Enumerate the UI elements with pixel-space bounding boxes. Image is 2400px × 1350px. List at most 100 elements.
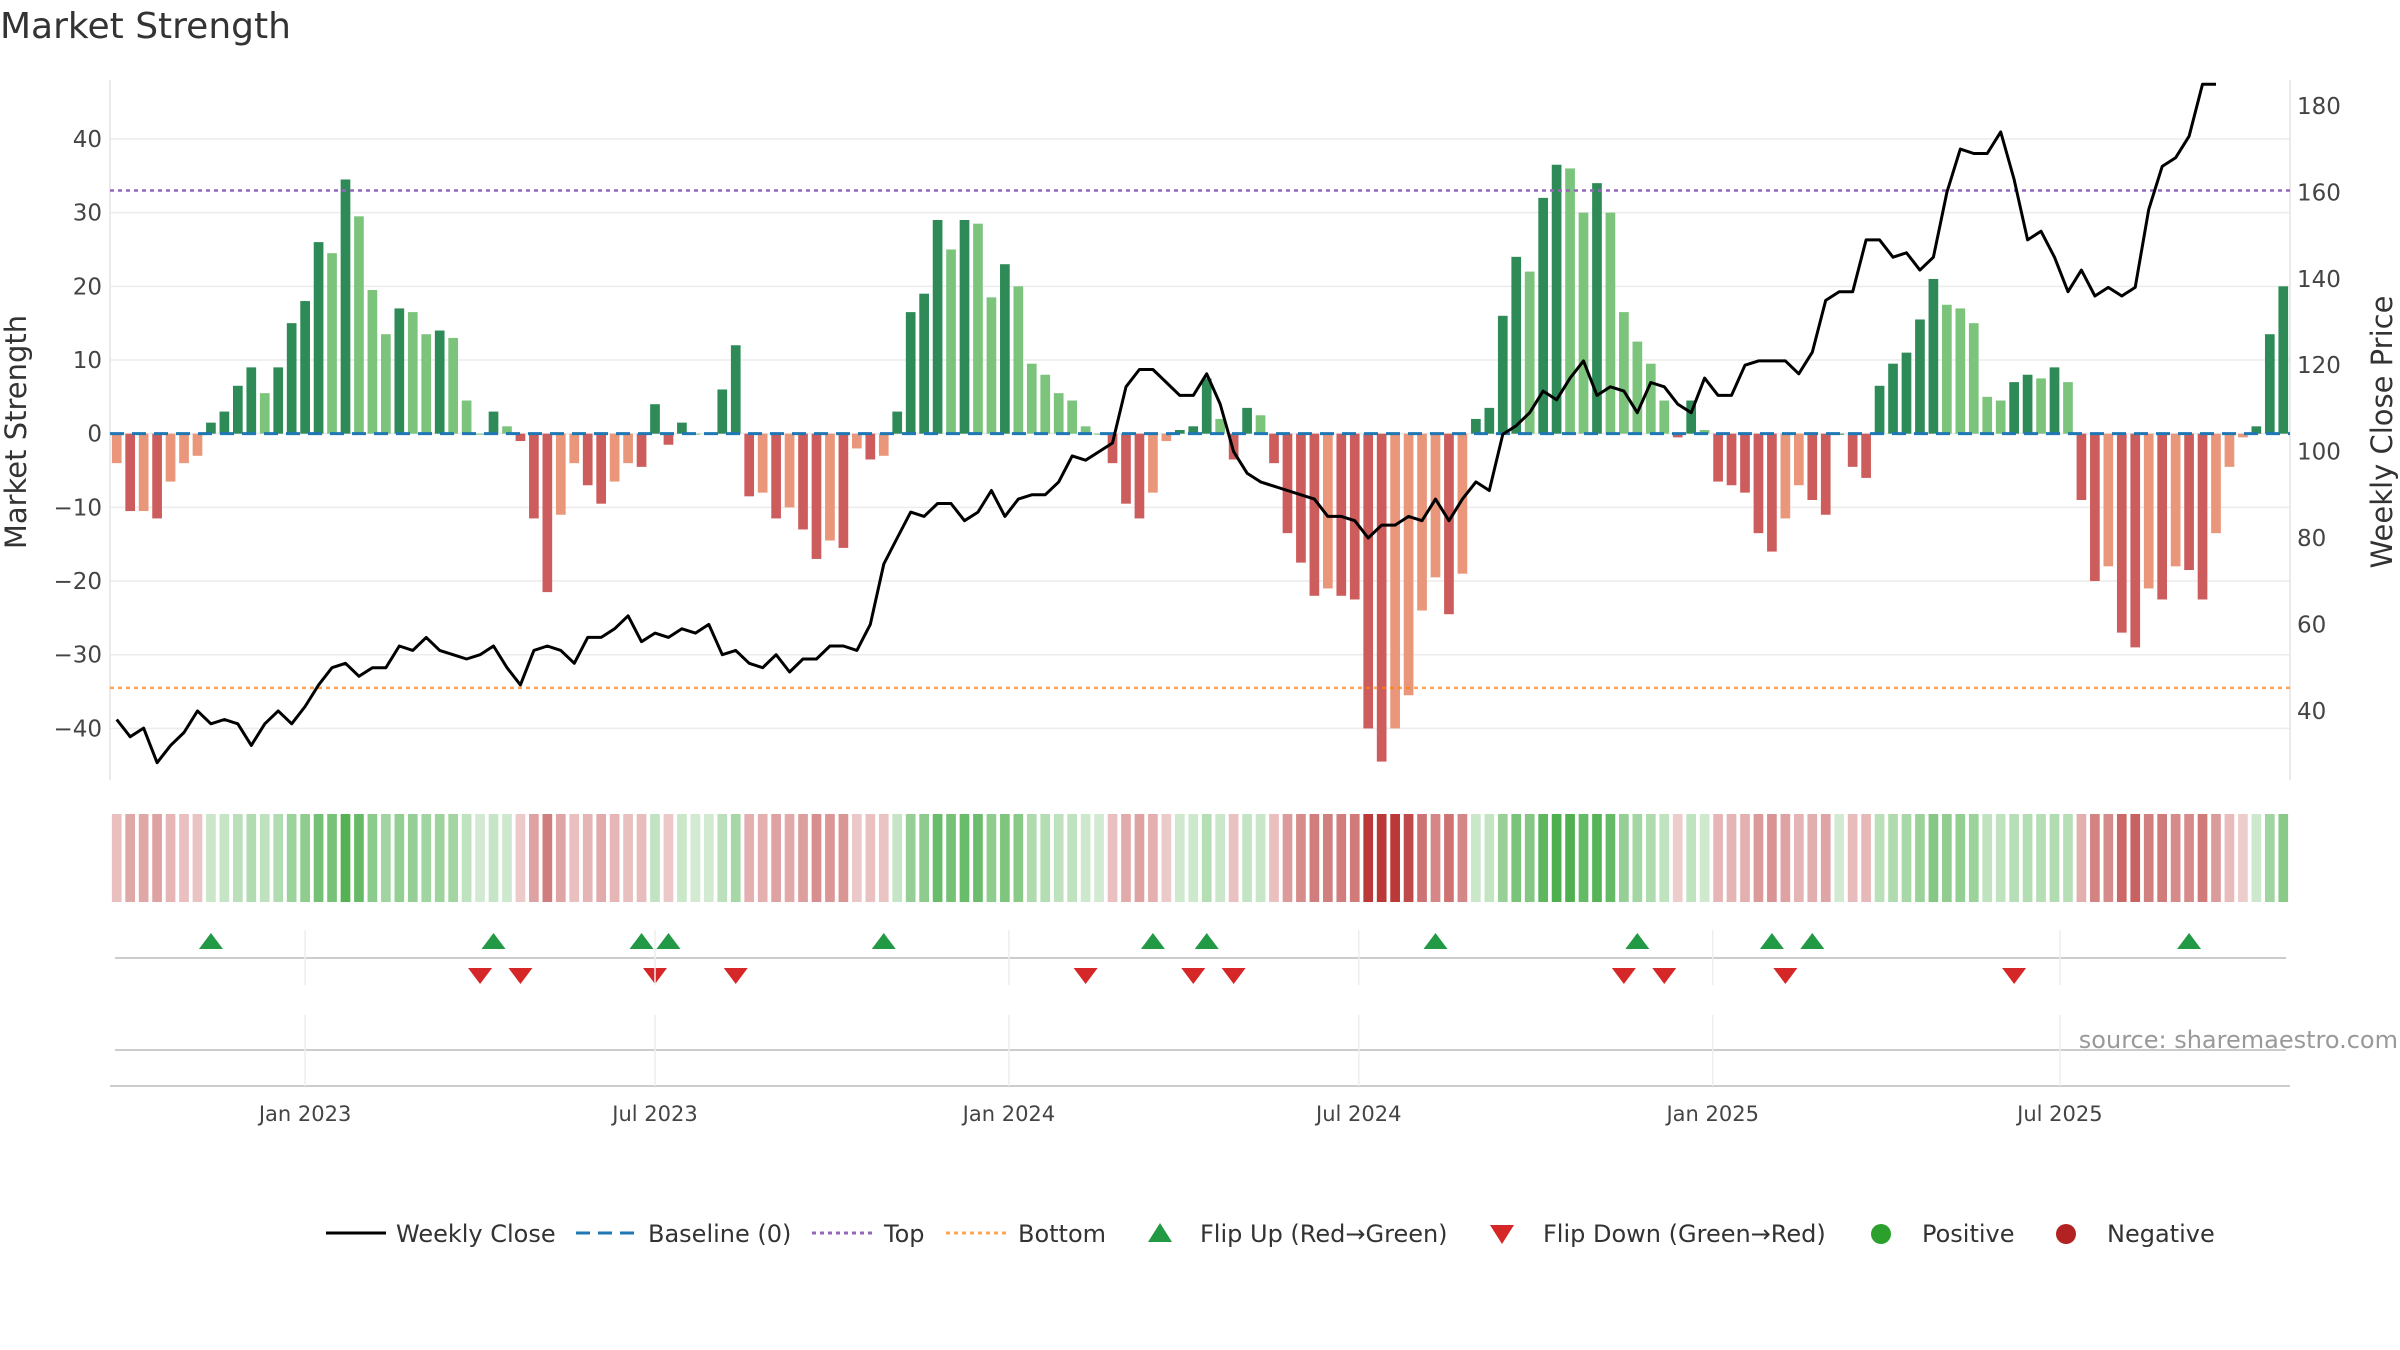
heat-cell — [340, 814, 351, 902]
strength-bar — [1672, 433, 1683, 438]
heat-cell — [2049, 814, 2060, 902]
heat-cell — [2009, 814, 2019, 902]
heat-cell — [165, 814, 176, 902]
chart-title: Market Strength — [0, 6, 291, 47]
heat-cell — [1592, 814, 1602, 902]
flip-up-marker — [1194, 933, 1219, 949]
strength-bar — [946, 249, 956, 434]
heat-cell — [475, 814, 485, 902]
heat-cell — [138, 814, 149, 902]
heat-cell — [1444, 814, 1454, 902]
strength-bar — [1861, 433, 1871, 478]
legend-flip-down: Flip Down (Green→Red) — [1543, 1220, 1826, 1248]
strength-bar — [286, 323, 297, 434]
strength-bar — [421, 334, 432, 434]
strength-bar — [717, 389, 728, 434]
flip-signal-track — [115, 930, 2286, 985]
strength-bar — [798, 433, 808, 530]
heat-cell — [1363, 814, 1374, 902]
strength-bar — [2170, 433, 2181, 567]
heat-cell — [461, 814, 472, 902]
strength-bar — [2278, 286, 2289, 434]
heat-cell — [1471, 814, 1481, 902]
heat-cell — [1928, 814, 1939, 902]
heat-cell — [2022, 814, 2033, 902]
strength-bar — [919, 293, 929, 434]
strength-bar — [1174, 430, 1185, 434]
heat-cell — [1995, 814, 2006, 902]
heat-cell — [1053, 814, 1064, 902]
strength-bar — [744, 433, 755, 497]
strength-bar — [865, 433, 876, 460]
strength-bar — [488, 411, 499, 434]
strength-bar — [1982, 396, 1993, 434]
strength-bar — [1928, 278, 1939, 434]
strength-bar — [1578, 212, 1589, 434]
reference-lines — [110, 189, 2290, 690]
heat-cell — [555, 814, 566, 902]
strength-bar — [1793, 433, 1804, 486]
heat-cell — [529, 814, 539, 902]
y2-tick-label: 60 — [2297, 612, 2326, 638]
heat-cell — [1901, 814, 1912, 902]
legend: Weekly Close Baseline (0) Top Bottom Fli… — [326, 1220, 2215, 1248]
heat-cell — [1201, 814, 1212, 902]
heat-cell — [542, 814, 553, 902]
heat-cell — [179, 814, 189, 902]
heat-cell — [771, 814, 781, 902]
heat-cell — [2130, 814, 2141, 902]
heat-cell — [2238, 814, 2248, 902]
heat-cell — [2143, 814, 2154, 902]
strength-bar — [300, 301, 310, 434]
weekly-close-line — [115, 82, 2216, 765]
heat-cell — [2090, 814, 2100, 902]
heat-cell — [502, 814, 512, 902]
strength-bar — [730, 345, 741, 434]
x-axis: Jan 2023 Jul 2023 Jan 2024 Jul 2024 Jan 2025… — [257, 1102, 2103, 1126]
heat-cell — [784, 814, 795, 902]
strength-bar — [434, 330, 445, 434]
heat-cell — [838, 814, 849, 902]
strength-bar — [1336, 433, 1347, 596]
heat-cell — [1376, 814, 1387, 902]
strength-bar — [1524, 271, 1535, 434]
strength-bar — [407, 312, 418, 434]
strength-bar — [354, 216, 364, 434]
heat-cell — [381, 814, 391, 902]
strength-bar — [1901, 352, 1912, 434]
y2-tick-label: 140 — [2297, 267, 2341, 293]
heat-cell — [1026, 814, 1037, 902]
heat-cell — [1632, 814, 1643, 902]
strength-bar — [973, 223, 983, 434]
heat-cell — [1121, 814, 1131, 902]
flip-down-marker — [1611, 968, 1636, 984]
heat-cell — [1874, 814, 1885, 902]
strength-bar — [165, 433, 176, 482]
strength-bar — [677, 422, 687, 434]
strength-bar — [852, 433, 862, 449]
strength-bar — [1807, 433, 1818, 500]
heat-cell — [1888, 814, 1898, 902]
heat-cell — [434, 814, 445, 902]
strength-bar — [932, 220, 943, 434]
heat-cell — [259, 814, 270, 902]
strength-bar — [1121, 433, 1131, 504]
heat-cell — [2184, 814, 2194, 902]
strength-bar — [878, 433, 889, 456]
strength-bar — [959, 220, 970, 434]
heat-cell — [677, 814, 687, 902]
heat-cell — [1578, 814, 1589, 902]
heat-cell — [1134, 814, 1145, 902]
heat-cell — [2264, 814, 2275, 902]
heat-cell — [1215, 814, 1226, 902]
heat-cell — [1390, 814, 1400, 902]
strength-heat-strip — [111, 814, 2289, 902]
heat-cell — [811, 814, 822, 902]
heat-cell — [1605, 814, 1616, 902]
strength-bar — [1430, 433, 1441, 578]
strength-bar — [771, 433, 781, 519]
heat-cell — [1780, 814, 1791, 902]
strength-bar — [502, 426, 512, 434]
strength-bar — [1847, 433, 1858, 467]
heat-cell — [744, 814, 755, 902]
